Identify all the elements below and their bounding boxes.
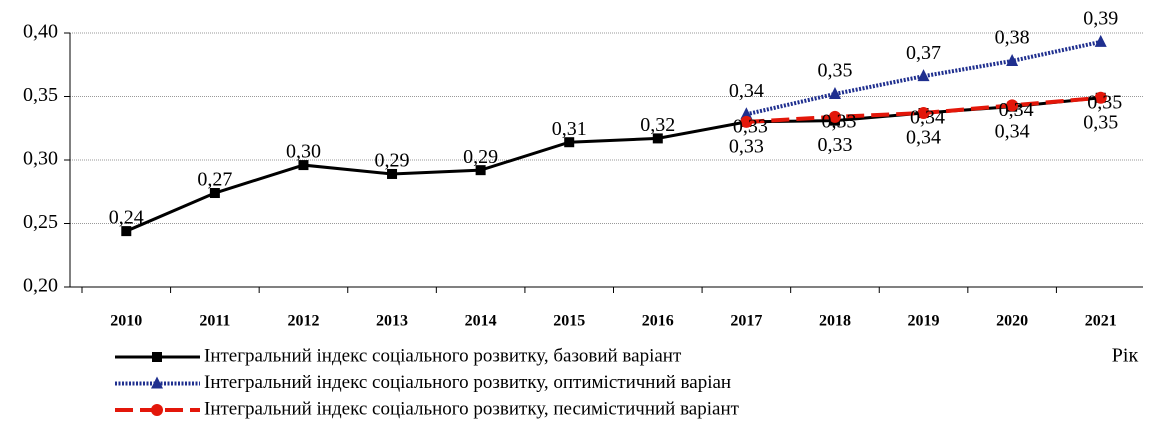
data-label: 0,33 <box>733 115 768 137</box>
data-point <box>121 226 132 237</box>
data-label: 0,35 <box>1083 111 1118 133</box>
data-label: 0,30 <box>286 141 321 163</box>
data-point <box>298 160 309 171</box>
y-tick-label: 0,25 <box>23 211 58 233</box>
data-label: 0,33 <box>817 134 852 156</box>
data-label: 0,34 <box>910 107 945 129</box>
series-line <box>125 96 1101 233</box>
x-axis-label: Рік <box>1112 345 1139 367</box>
x-tick-label: 2013 <box>376 313 408 330</box>
legend-label: Інтегральний індекс соціального розвитку… <box>204 398 740 419</box>
data-point <box>917 107 930 120</box>
data-point <box>740 107 753 120</box>
data-point <box>917 69 930 82</box>
data-point <box>1006 53 1019 66</box>
x-tick-label: 2016 <box>642 313 674 330</box>
data-label: 0,34 <box>995 120 1030 142</box>
legend-marker <box>151 404 163 416</box>
x-tick-label: 2010 <box>110 313 142 330</box>
x-tick-label: 2014 <box>465 313 497 330</box>
data-point <box>564 137 575 148</box>
x-tick-label: 2017 <box>730 313 762 330</box>
data-label: 0,39 <box>1083 7 1118 29</box>
data-label: 0,37 <box>906 42 941 64</box>
data-point <box>1094 91 1107 104</box>
legend-label: Інтегральний індекс соціального розвитку… <box>204 345 682 366</box>
data-label: 0,35 <box>1087 91 1122 113</box>
data-label: 0,33 <box>821 110 856 132</box>
data-point <box>475 165 486 176</box>
legend-marker <box>151 376 163 389</box>
data-label: 0,31 <box>552 118 587 140</box>
series-line <box>745 39 1102 117</box>
x-tick-label: 2019 <box>908 313 940 330</box>
data-label: 0,38 <box>995 27 1030 49</box>
data-label: 0,33 <box>729 135 764 157</box>
x-tick-label: 2018 <box>819 313 851 330</box>
data-point <box>209 188 220 199</box>
data-point <box>1094 34 1107 47</box>
legend-marker <box>152 352 162 362</box>
data-point <box>652 133 663 144</box>
x-tick-label: 2020 <box>996 313 1028 330</box>
y-tick-label: 0,40 <box>23 21 58 43</box>
data-label: 0,27 <box>197 169 232 191</box>
data-label: 0,34 <box>906 127 941 149</box>
x-tick-label: 2015 <box>553 313 585 330</box>
x-tick-label: 2012 <box>287 313 319 330</box>
data-point <box>387 168 398 179</box>
legend-label: Інтегральний індекс соціального розвитку… <box>204 372 731 393</box>
data-label: 0,24 <box>109 207 144 229</box>
data-point <box>828 86 841 99</box>
x-tick-label: 2021 <box>1085 313 1117 330</box>
y-tick-label: 0,20 <box>23 275 58 297</box>
data-label: 0,34 <box>999 99 1034 121</box>
data-label: 0,34 <box>729 80 764 102</box>
x-tick-label: 2011 <box>199 313 230 330</box>
data-label: 0,29 <box>463 146 498 168</box>
data-label: 0,29 <box>375 150 410 172</box>
data-label: 0,35 <box>817 60 852 82</box>
y-tick-label: 0,35 <box>23 84 58 106</box>
data-point <box>1006 99 1019 112</box>
data-label: 0,32 <box>640 114 675 136</box>
data-point <box>740 115 753 128</box>
data-point <box>828 110 841 123</box>
y-tick-label: 0,30 <box>23 148 58 170</box>
